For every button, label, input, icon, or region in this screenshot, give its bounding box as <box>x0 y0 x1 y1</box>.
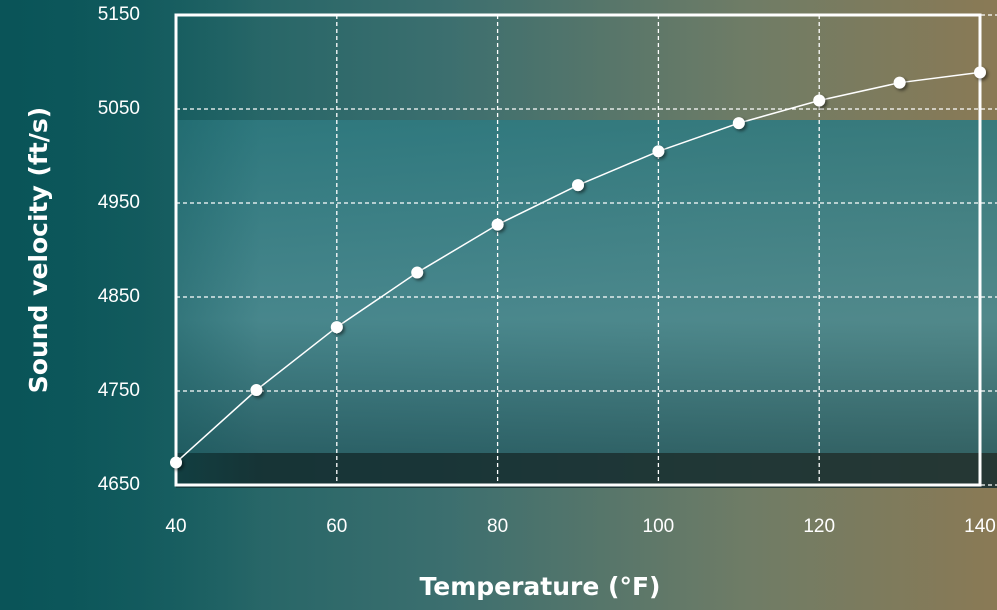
point <box>572 179 584 192</box>
point <box>652 145 665 158</box>
photo-shadow <box>176 453 997 488</box>
x-tick-label: 120 <box>803 516 835 537</box>
y-tick-label: 5150 <box>98 4 140 25</box>
point <box>974 66 986 79</box>
point <box>491 218 504 231</box>
plot-frame <box>174 13 982 487</box>
point <box>813 94 826 107</box>
x-tick-label: 140 <box>964 516 996 537</box>
y-tick-label: 4650 <box>98 474 140 495</box>
plot <box>170 66 986 469</box>
point <box>330 321 343 334</box>
point <box>170 456 182 469</box>
x-tick-label: 100 <box>643 516 675 537</box>
x-tick-label: 60 <box>326 516 347 537</box>
point <box>411 266 424 279</box>
photo-band <box>176 120 997 453</box>
y-tick-label: 5050 <box>98 98 140 119</box>
point <box>893 76 906 89</box>
x-axis-title: Temperature (°F) <box>420 572 661 601</box>
background-fade <box>0 0 260 610</box>
y-tick-label: 4750 <box>98 380 140 401</box>
y-tick-label: 4850 <box>98 286 140 307</box>
y-axis-title: Sound velocity (ft/s) <box>24 107 53 393</box>
point <box>732 117 745 130</box>
point <box>250 384 263 397</box>
x-tick-label: 40 <box>165 516 186 537</box>
y-tick-label: 4950 <box>98 192 140 213</box>
x-tick-label: 80 <box>487 516 508 537</box>
